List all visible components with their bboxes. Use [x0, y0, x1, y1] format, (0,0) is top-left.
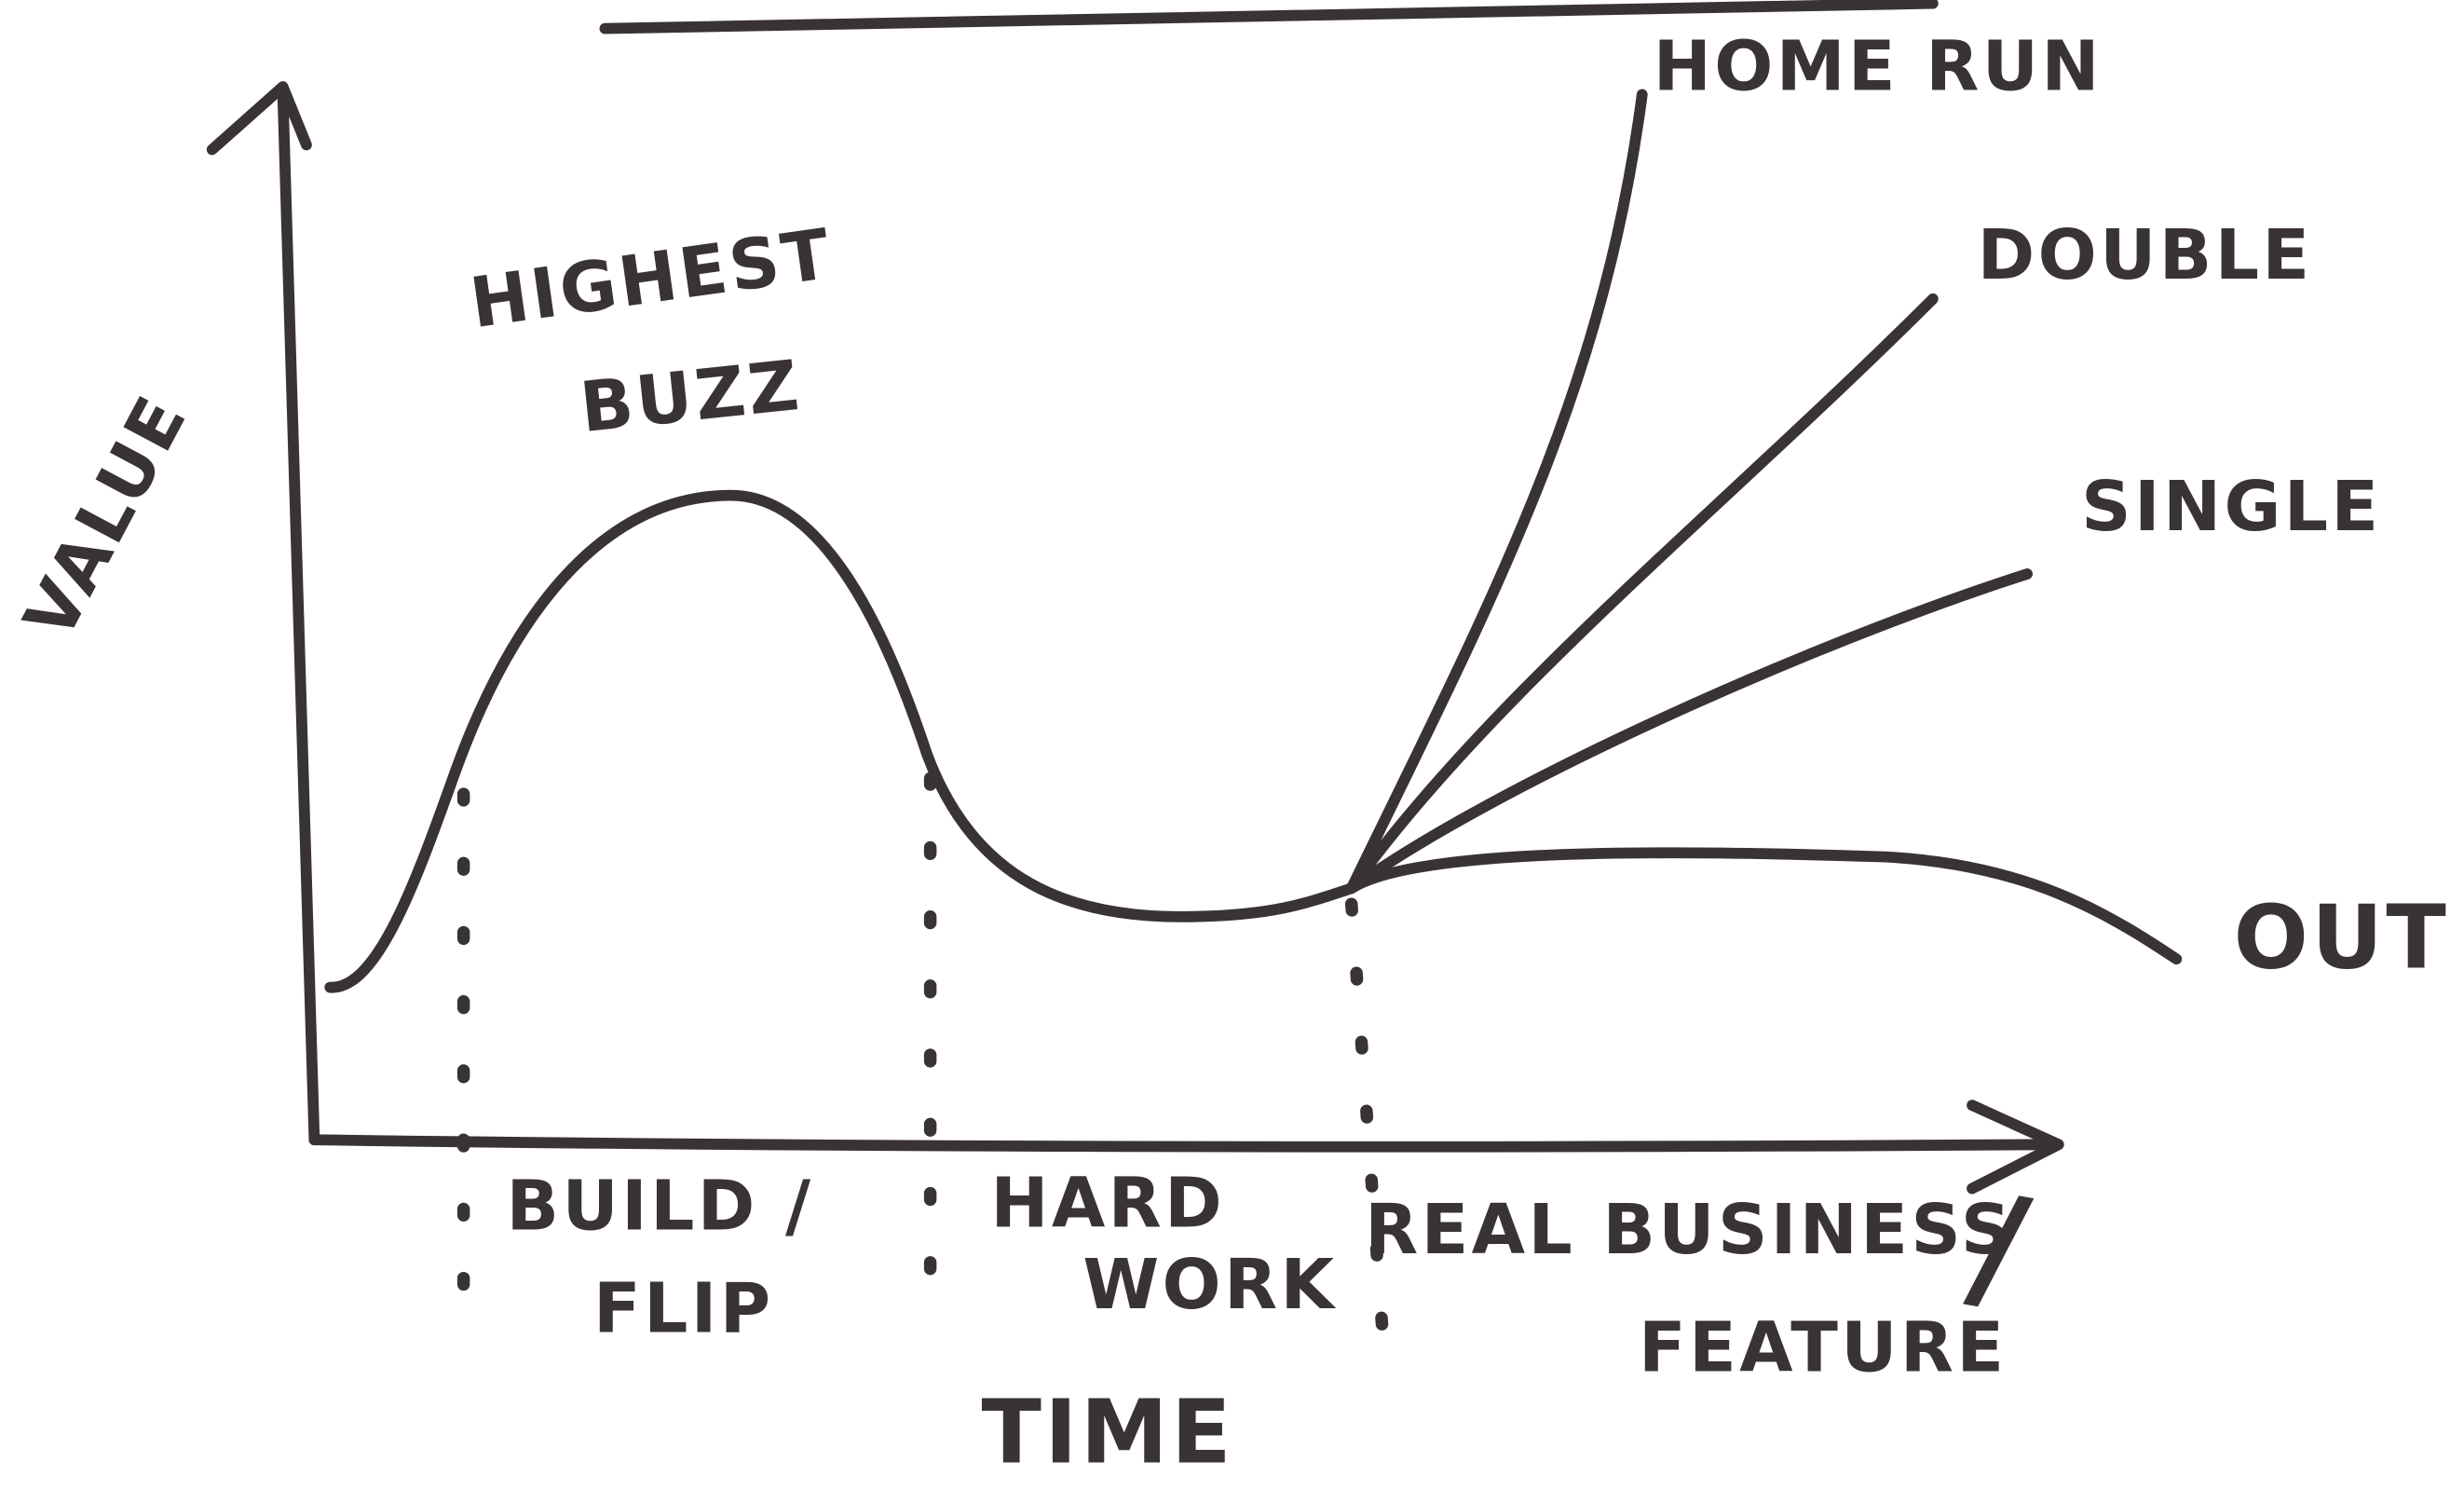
- phase-label: FEATURE: [1639, 1306, 2007, 1387]
- phase-label: REAL BUSINESS: [1365, 1189, 2014, 1270]
- phase-label: WORK: [1082, 1244, 1337, 1325]
- x-axis-arrow: [1967, 1100, 2064, 1195]
- y-axis: [277, 89, 320, 1146]
- top-edge-line: [599, 0, 1939, 34]
- peak-label: HIGHEST: [466, 213, 837, 345]
- outcome-label: SINGLE: [2081, 466, 2381, 547]
- double-curve: [1345, 293, 1939, 895]
- phase-label: FLIP: [593, 1267, 774, 1348]
- single-curve: [1345, 568, 2033, 895]
- phase-label: HARD: [990, 1162, 1225, 1243]
- y-axis-arrow: [206, 81, 312, 156]
- value-curve: [324, 489, 1357, 993]
- peak-label: BUZZ: [577, 345, 806, 448]
- phase-divider: [1344, 897, 1390, 1343]
- x-axis-label: TIME: [981, 1382, 1234, 1484]
- outcome-label: HOME RUN: [1654, 26, 2103, 107]
- x-axis: [308, 1134, 2057, 1153]
- outcome-label: DOUBLE: [1978, 214, 2313, 295]
- outcome-label: OUT: [2234, 886, 2450, 989]
- out-curve: [1345, 847, 2183, 965]
- phase-label: BUILD /: [507, 1166, 814, 1247]
- y-axis-label: VALUE: [8, 382, 203, 652]
- home-run-curve: [1345, 89, 1648, 895]
